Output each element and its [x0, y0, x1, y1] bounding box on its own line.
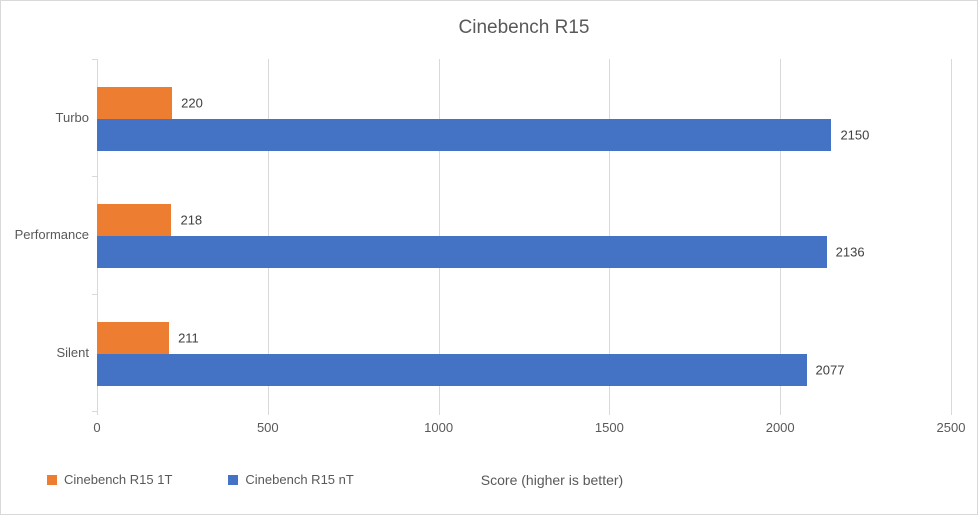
y-axis-tick-mark	[92, 411, 97, 412]
bar-silent-nt: 2077	[97, 353, 844, 386]
bar-turbo-1t: 220	[97, 87, 203, 119]
legend-swatch-icon	[47, 474, 57, 485]
chart-title: Cinebench R15	[458, 17, 590, 38]
x-axis-tick-labels: 0 500 1000 1500 2000 2500	[93, 420, 965, 436]
x-tick-label-2000: 2000	[765, 420, 795, 435]
x-axis-tick-mark	[267, 411, 269, 415]
bar-value-label: 220	[181, 95, 203, 111]
x-tick-label-1000: 1000	[424, 420, 454, 435]
bar-value-label: 211	[178, 330, 199, 346]
y-axis-tick-mark	[92, 59, 97, 60]
x-tick-label-0: 0	[93, 420, 101, 435]
y-axis-tick-mark	[92, 176, 97, 178]
gridline-2500	[951, 59, 952, 411]
x-axis-tick-mark	[97, 411, 98, 415]
legend: Cinebench R15 1T Cinebench R15 nT	[47, 472, 354, 487]
category-label-silent: Silent	[56, 344, 89, 360]
gridline-2000	[780, 59, 782, 411]
x-tick-label-1500: 1500	[594, 420, 624, 435]
gridline-1000	[438, 59, 440, 411]
legend-label: Cinebench R15 1T	[64, 472, 173, 487]
x-axis-tick-mark	[438, 411, 440, 415]
bar-value-label: 2077	[815, 362, 845, 378]
legend-item-cinebench-r15-nt: Cinebench R15 nT	[228, 472, 354, 487]
bar-performance-nt: 2136	[97, 236, 865, 269]
gridline-500	[267, 59, 269, 411]
x-axis-tick-mark	[609, 411, 611, 415]
legend-item-cinebench-r15-1t: Cinebench R15 1T	[47, 472, 172, 487]
bar-value-label: 2136	[835, 244, 865, 260]
legend-swatch-icon	[228, 474, 239, 485]
legend-label: Cinebench R15 nT	[245, 472, 354, 487]
bar-turbo-nt: 2150	[97, 119, 869, 151]
x-tick-label-2500: 2500	[936, 420, 966, 435]
x-axis-tick-mark	[780, 411, 782, 415]
gridline-1500	[609, 59, 611, 411]
y-axis-tick-mark	[92, 293, 97, 295]
x-axis-tick-mark	[951, 411, 952, 415]
plot-area: 220 2150 218 2136 211 2077	[92, 59, 952, 415]
category-row-silent: 211 2077	[97, 294, 951, 411]
bar-value-label: 2150	[840, 127, 870, 143]
x-tick-label-500: 500	[256, 420, 279, 435]
category-row-performance: 218 2136	[97, 176, 951, 293]
category-label-performance: Performance	[14, 227, 89, 243]
bar-silent-1t: 211	[97, 321, 199, 354]
bar-performance-1t: 218	[97, 204, 202, 237]
x-axis-title: Score (higher is better)	[480, 472, 624, 488]
category-label-turbo: Turbo	[55, 110, 89, 126]
y-axis-category-labels: Turbo Performance Silent	[1, 59, 89, 411]
bar-value-label: 218	[180, 212, 203, 228]
category-row-turbo: 220 2150	[97, 59, 951, 176]
